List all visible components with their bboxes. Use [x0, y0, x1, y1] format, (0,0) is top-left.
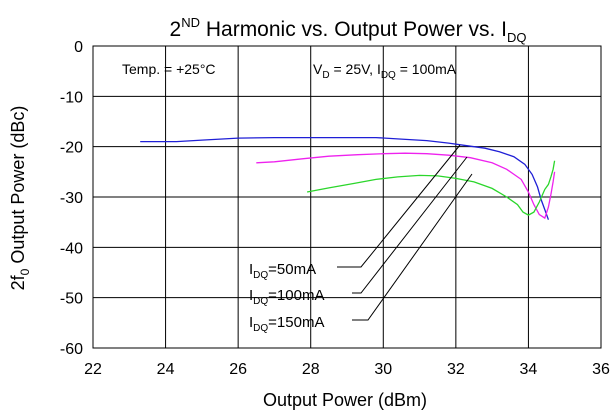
temperature-annotation: Temp. = +25°C: [122, 61, 216, 77]
chart-title: 2ND Harmonic vs. Output Power vs. IDQ: [170, 15, 527, 45]
x-tick-labels: 22 24 26 28 30 32 34 36: [84, 361, 610, 378]
leader-lines: [337, 144, 473, 321]
x-tick-label: 36: [592, 361, 610, 378]
ylabel-post: Output Power (dBc): [8, 106, 28, 269]
cond-c: = 100mA: [396, 61, 457, 77]
y-tick-label: 0: [74, 39, 83, 56]
x-tick-label: 34: [520, 361, 538, 378]
series-line-2: [306, 160, 556, 216]
cond-b-sub: DQ: [381, 70, 396, 81]
y-axis-title: 2f0 Output Power (dBc): [8, 106, 32, 291]
series-label-150ma: IDQ=150mA: [249, 314, 324, 334]
cond-b: = 25V, I: [330, 61, 381, 77]
title-base: 2: [170, 18, 182, 41]
leader-line-0: [337, 144, 461, 268]
series-label-50ma: IDQ=50mA: [249, 261, 316, 281]
label-50-pre: I: [249, 261, 253, 278]
y-tick-label: -20: [60, 140, 83, 157]
series-lines: [140, 136, 556, 220]
cond-a: V: [313, 61, 323, 77]
y-tick-label: -10: [60, 89, 83, 106]
title-rest: Harmonic vs. Output Power vs. I: [200, 18, 507, 41]
title-sup: ND: [181, 15, 200, 30]
label-150-post: =150mA: [268, 314, 324, 331]
series-label-100ma: IDQ=100mA: [249, 287, 324, 307]
label-100-pre: I: [249, 287, 253, 304]
series-line-0: [140, 136, 550, 220]
cond-a-sub: D: [322, 70, 329, 81]
label-50-post: =50mA: [268, 261, 316, 278]
label-100-sub: DQ: [253, 296, 268, 307]
series-line-1: [256, 152, 556, 220]
leader-line-1: [352, 156, 468, 294]
conditions-annotation: VD = 25V, IDQ = 100mA: [313, 61, 457, 81]
y-tick-label: -60: [60, 341, 83, 358]
plot-frame: [92, 45, 602, 349]
label-150-sub: DQ: [253, 323, 268, 334]
leader-line-2: [352, 173, 473, 321]
x-tick-label: 32: [447, 361, 465, 378]
x-tick-label: 22: [84, 361, 102, 378]
ylabel-sub: 0: [18, 268, 32, 275]
label-100-post: =100mA: [268, 287, 324, 304]
label-50-sub: DQ: [253, 270, 268, 281]
x-axis-title: Output Power (dBm): [263, 390, 427, 410]
x-tick-label: 30: [374, 361, 392, 378]
y-tick-labels: 0 -10 -20 -30 -40 -50 -60: [60, 39, 83, 358]
x-tick-label: 28: [302, 361, 320, 378]
grid: [93, 46, 601, 348]
x-tick-label: 24: [157, 361, 175, 378]
label-150-pre: I: [249, 314, 253, 331]
title-sub: DQ: [507, 30, 527, 45]
y-tick-label: -30: [60, 190, 83, 207]
y-tick-label: -50: [60, 291, 83, 308]
y-tick-label: -40: [60, 240, 83, 257]
ylabel-pre: 2f: [8, 274, 28, 290]
x-tick-label: 26: [229, 361, 247, 378]
